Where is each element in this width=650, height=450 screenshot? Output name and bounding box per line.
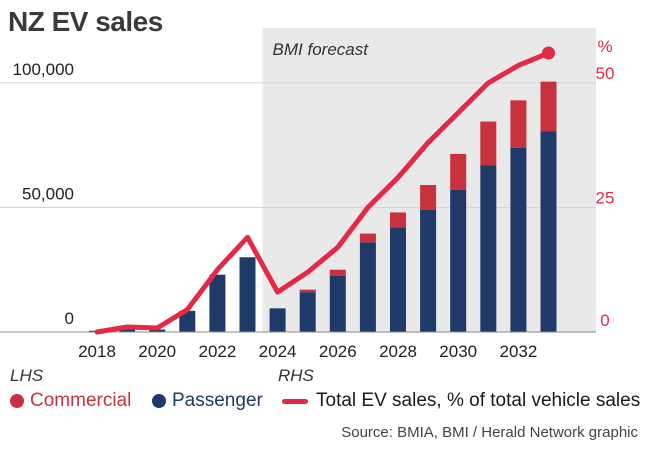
bar-passenger [510, 147, 527, 332]
x-tick-label: 2022 [198, 342, 236, 361]
y-left-tick-label: 100,000 [13, 60, 74, 79]
bar-commercial [359, 233, 376, 243]
bar-passenger [119, 329, 136, 332]
x-tick-label: 2020 [138, 342, 176, 361]
chart-title: NZ EV sales [8, 6, 163, 37]
bar-passenger [480, 165, 497, 332]
bar-passenger [540, 131, 557, 332]
commercial-swatch-icon [10, 394, 24, 408]
legend-line-label: Total EV sales, % of total vehicle sales [316, 390, 641, 411]
bar-passenger [329, 275, 346, 332]
line-swatch-icon [282, 398, 308, 404]
bar-passenger [239, 257, 256, 332]
y-right-unit-label: % [597, 37, 612, 56]
legend-commercial: Commercial [10, 390, 131, 412]
bar-commercial [420, 185, 437, 210]
y-left-tick-label: 50,000 [22, 184, 74, 203]
bar-passenger [390, 227, 406, 332]
x-tick-label: 2032 [499, 342, 537, 361]
bar-commercial [510, 100, 527, 148]
bar-passenger [149, 329, 166, 332]
y-right-tick-label: 0 [600, 311, 609, 330]
source-note: Source: BMIA, BMI / Herald Network graph… [341, 424, 638, 441]
bar-passenger [299, 292, 316, 332]
bar-passenger [269, 308, 286, 332]
bar-commercial [329, 269, 346, 276]
legend-passenger: Passenger [152, 390, 263, 412]
lhs-label: LHS [10, 366, 44, 385]
x-tick-label: 2018 [78, 342, 116, 361]
bar-commercial [480, 121, 497, 166]
ev-share-end-marker [542, 46, 555, 60]
y-right-tick-label: 50 [596, 64, 615, 83]
y-right-tick-label: 25 [596, 188, 615, 207]
bar-commercial [540, 81, 557, 132]
bar-passenger [359, 242, 376, 332]
bar-passenger [450, 190, 467, 332]
bar-passenger [420, 209, 437, 332]
legend-ev-share: Total EV sales, % of total vehicle sales [282, 390, 640, 412]
legend-passenger-label: Passenger [172, 390, 263, 411]
x-tick-label: 2030 [439, 342, 477, 361]
rhs-label: RHS [278, 366, 314, 385]
legend-commercial-label: Commercial [30, 390, 132, 411]
y-left-tick-label: 0 [65, 309, 74, 328]
passenger-swatch-icon [152, 394, 166, 408]
bar-passenger [179, 310, 196, 332]
bar-commercial [450, 153, 467, 191]
x-tick-label: 2024 [259, 342, 297, 361]
ev-share-line [94, 50, 551, 335]
x-tick-label: 2028 [379, 342, 417, 361]
x-tick-label: 2026 [319, 342, 357, 361]
bar-passenger [209, 274, 226, 332]
bar-commercial [390, 212, 406, 228]
bar-commercial [299, 289, 316, 293]
forecast-label: BMI forecast [273, 40, 370, 59]
